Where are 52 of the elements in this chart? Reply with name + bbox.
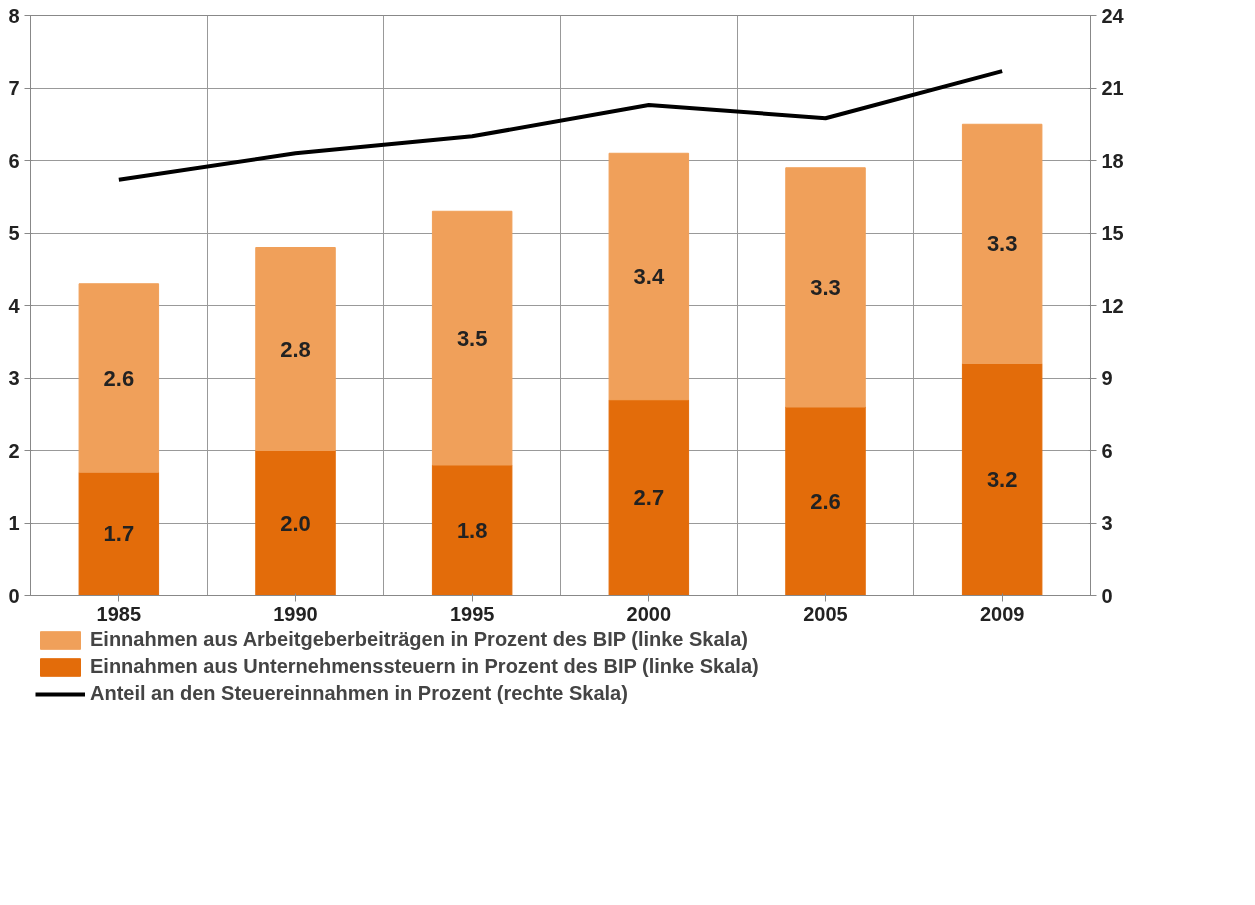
y-tick-label: 8 [8, 4, 20, 27]
data-label: 2.0 [280, 510, 311, 536]
data-label: 2.8 [280, 336, 311, 362]
y2-tick-label: 9 [1101, 367, 1113, 389]
bar [785, 406, 866, 596]
bar [608, 152, 690, 401]
y-tick-label: 7 [8, 77, 20, 99]
bar [961, 123, 1043, 364]
y2-tick-label: 24 [1101, 4, 1125, 27]
x-tick-label: 2005 [803, 602, 848, 625]
bar [431, 210, 513, 466]
bar [431, 464, 513, 596]
bar [78, 471, 160, 596]
bar [78, 283, 160, 473]
data-label: 3.5 [456, 325, 488, 351]
x-tick-label: 1995 [449, 602, 495, 625]
data-label: 3.4 [633, 264, 665, 289]
bar [961, 363, 1043, 596]
y2-tick-label: 18 [1101, 149, 1124, 172]
line-series [116, 69, 1005, 182]
bar [608, 399, 690, 596]
data-label: 1.7 [103, 521, 135, 547]
y-tick-label: 2 [8, 439, 20, 462]
legend-label: Einnahmen aus Arbeitgeberbeiträgen in Prozent des BIP (linke Skala) [90, 628, 748, 651]
data-label: 3.2 [986, 467, 1018, 492]
y2-tick-label: 6 [1101, 439, 1113, 462]
data-label: 2.7 [633, 485, 665, 511]
y2-tick-label: 15 [1101, 222, 1124, 244]
data-label: 3.3 [986, 231, 1018, 257]
bar [255, 247, 336, 451]
x-tick-label: 1985 [96, 602, 142, 625]
y-tick-label: 4 [8, 294, 21, 317]
legend-label: Einnahmen aus Unternehmenssteuern in Prozent des BIP (linke Skala) [90, 655, 759, 678]
bar [255, 450, 336, 596]
data-label: 2.6 [810, 488, 841, 514]
y-tick-label: 5 [8, 222, 20, 244]
y-tick-label: 6 [8, 149, 20, 172]
data-label: 3.3 [810, 274, 841, 300]
y2-tick-label: 0 [1101, 584, 1113, 607]
x-tick-label: 2000 [626, 602, 672, 625]
legend-label: Anteil an den Steuereinnahmen in Prozent (rechte Skala) [90, 682, 628, 705]
bar [785, 167, 866, 408]
y-tick-label: 3 [8, 367, 20, 389]
y-tick-label: 0 [8, 584, 20, 607]
x-tick-label: 2009 [979, 602, 1025, 625]
y2-tick-label: 12 [1101, 294, 1124, 317]
y2-tick-label: 3 [1101, 512, 1113, 534]
data-label: 2.6 [103, 365, 135, 391]
y-tick-label: 1 [8, 512, 20, 534]
x-tick-label: 1990 [273, 602, 318, 625]
data-label: 1.8 [456, 517, 488, 543]
y2-tick-label: 21 [1101, 77, 1124, 99]
